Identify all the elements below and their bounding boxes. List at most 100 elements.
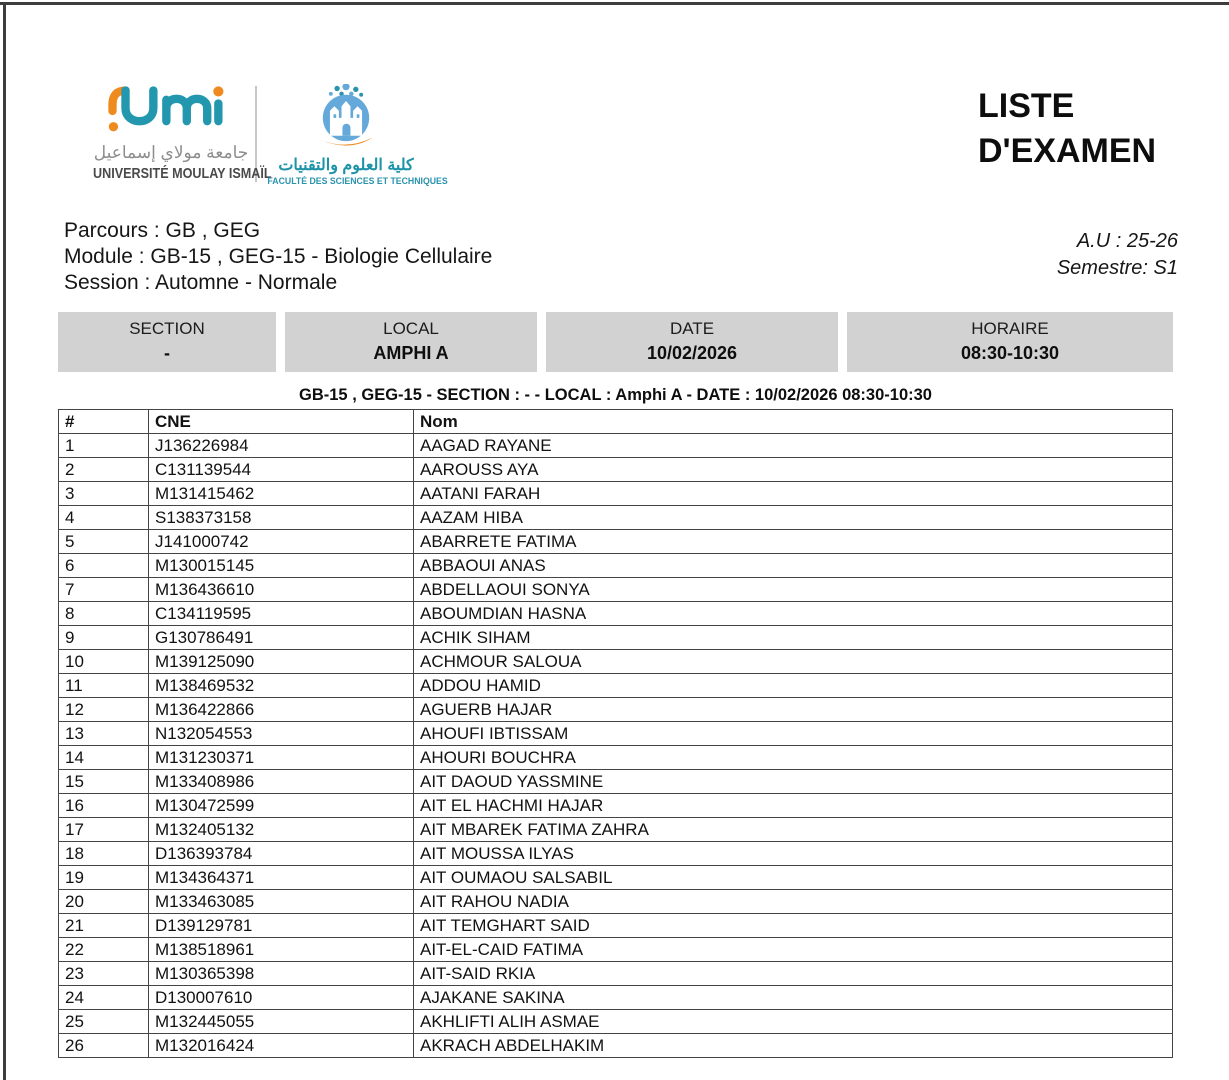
table-row: 18 D136393784 AIT MOUSSA ILYAS	[58, 841, 1173, 866]
header-cne: CNE	[148, 409, 414, 434]
exam-header-local: LOCAL AMPHI A	[285, 312, 537, 372]
cell-num: 5	[58, 529, 149, 554]
cell-num: 14	[58, 745, 149, 770]
cell-cne: M131230371	[148, 745, 414, 770]
exam-header-section: SECTION -	[58, 312, 276, 372]
table-row: 21 D139129781 AIT TEMGHART SAID	[58, 913, 1173, 938]
fst-arabic-name: كلية العلوم والتقنيات	[278, 157, 414, 174]
cell-nom: AIT MBAREK FATIMA ZAHRA	[413, 817, 1173, 842]
cell-nom: AHOUFI IBTISSAM	[413, 721, 1173, 746]
cell-num: 1	[58, 433, 149, 458]
cell-num: 20	[58, 889, 149, 914]
table-row: 8 C134119595 ABOUMDIAN HASNA	[58, 601, 1173, 626]
cell-cne: M133463085	[148, 889, 414, 914]
cell-num: 11	[58, 673, 149, 698]
table-row: 4 S138373158 AAZAM HIBA	[58, 505, 1173, 530]
table-row: 23 M130365398 AIT-SAID RKIA	[58, 961, 1173, 986]
cell-cne: M130472599	[148, 793, 414, 818]
table-row: 15 M133408986 AIT DAOUD YASSMINE	[58, 769, 1173, 794]
cell-num: 7	[58, 577, 149, 602]
cell-nom: AIT DAOUD YASSMINE	[413, 769, 1173, 794]
cell-num: 10	[58, 649, 149, 674]
table-row: 16 M130472599 AIT EL HACHMI HAJAR	[58, 793, 1173, 818]
logo-band: جامعة مولاي إسماعيل UNIVERSITÉ MOULAY IS…	[93, 83, 448, 186]
fst-logo: كلية العلوم والتقنيات FACULTÉ DES SCIENC…	[265, 83, 448, 186]
cell-num: 4	[58, 505, 149, 530]
cell-nom: AHOURI BOUCHRA	[413, 745, 1173, 770]
cell-num: 23	[58, 961, 149, 986]
cell-nom: ABBAOUI ANAS	[413, 553, 1173, 578]
cell-num: 13	[58, 721, 149, 746]
date-label: DATE	[669, 319, 715, 338]
table-row: 6 M130015145 ABBAOUI ANAS	[58, 553, 1173, 578]
umi-logo: جامعة مولاي إسماعيل UNIVERSITÉ MOULAY IS…	[93, 84, 272, 182]
table-row: 2 C131139544 AAROUSS AYA	[58, 457, 1173, 482]
table-row: 13 N132054553 AHOUFI IBTISSAM	[58, 721, 1173, 746]
logo-divider	[255, 86, 257, 182]
cell-nom: AKHLIFTI ALIH ASMAE	[413, 1009, 1173, 1034]
info-module: Module : GB-15 , GEG-15 - Biologie Cellu…	[64, 245, 493, 268]
cell-cne: M136436610	[148, 577, 414, 602]
cell-nom: AAGAD RAYANE	[413, 433, 1173, 458]
cell-num: 15	[58, 769, 149, 794]
table-row: 25 M132445055 AKHLIFTI ALIH ASMAE	[58, 1009, 1173, 1034]
cell-cne: M138469532	[148, 673, 414, 698]
local-value: AMPHI A	[373, 343, 449, 363]
cell-nom: AIT OUMAOU SALSABIL	[413, 865, 1173, 890]
umi-arabic-name: جامعة مولاي إسماعيل	[93, 143, 249, 162]
cell-cne: M136422866	[148, 697, 414, 722]
table-row: 12 M136422866 AGUERB HAJAR	[58, 697, 1173, 722]
section-label: SECTION	[129, 319, 205, 338]
date-value: 10/02/2026	[646, 343, 738, 363]
table-row: 22 M138518961 AIT-EL-CAID FATIMA	[58, 937, 1173, 962]
page-frame-top	[0, 2, 1229, 5]
cell-nom: AAZAM HIBA	[413, 505, 1173, 530]
cell-cne: M130365398	[148, 961, 414, 986]
table-row: 11 M138469532 ADDOU HAMID	[58, 673, 1173, 698]
exam-info: Parcours : GB , GEG Module : GB-15 , GEG…	[64, 218, 492, 296]
table-row: 10 M139125090 ACHMOUR SALOUA	[58, 649, 1173, 674]
fst-emblem-icon	[301, 83, 391, 154]
cell-num: 19	[58, 865, 149, 890]
cell-nom: AIT-SAID RKIA	[413, 961, 1173, 986]
cell-num: 12	[58, 697, 149, 722]
cell-nom: AJAKANE SAKINA	[413, 985, 1173, 1010]
cell-num: 22	[58, 937, 149, 962]
cell-nom: AIT MOUSSA ILYAS	[413, 841, 1173, 866]
table-row: 20 M133463085 AIT RAHOU NADIA	[58, 889, 1173, 914]
table-row: 7 M136436610 ABDELLAOUI SONYA	[58, 577, 1173, 602]
cell-num: 21	[58, 913, 149, 938]
horaire-value: 08:30-10:30	[960, 343, 1060, 363]
cell-nom: AATANI FARAH	[413, 481, 1173, 506]
table-row: 9 G130786491 ACHIK SIHAM	[58, 625, 1173, 650]
cell-cne: M134364371	[148, 865, 414, 890]
table-row: 1 J136226984 AAGAD RAYANE	[58, 433, 1173, 458]
students-table: # CNE Nom 1 J136226984 AAGAD RAYANE 2 C1…	[58, 409, 1173, 1058]
cell-nom: ABOUMDIAN HASNA	[413, 601, 1173, 626]
cell-num: 25	[58, 1009, 149, 1034]
info-annee-universitaire: A.U : 25-26	[1076, 230, 1178, 252]
cell-nom: AKRACH ABDELHAKIM	[413, 1033, 1173, 1058]
cell-nom: AIT EL HACHMI HAJAR	[413, 793, 1173, 818]
cell-cne: D130007610	[148, 985, 414, 1010]
cell-cne: C134119595	[148, 601, 414, 626]
table-row: 24 D130007610 AJAKANE SAKINA	[58, 985, 1173, 1010]
info-session: Session : Automne - Normale	[64, 271, 338, 294]
cell-nom: ACHMOUR SALOUA	[413, 649, 1173, 674]
horaire-label: HORAIRE	[971, 319, 1049, 338]
cell-nom: ABDELLAOUI SONYA	[413, 577, 1173, 602]
header-nom: Nom	[413, 409, 1173, 434]
cell-cne: S138373158	[148, 505, 414, 530]
cell-cne: G130786491	[148, 625, 414, 650]
document-title-line2: D'EXAMEN	[978, 132, 1157, 170]
students-table-body: 1 J136226984 AAGAD RAYANE 2 C131139544 A…	[58, 433, 1173, 1058]
umi-latin-name: UNIVERSITÉ MOULAY ISMAÏL	[93, 165, 272, 182]
cell-cne: M138518961	[148, 937, 414, 962]
table-row: 3 M131415462 AATANI FARAH	[58, 481, 1173, 506]
document-title: LISTE D'EXAMEN	[978, 84, 1156, 174]
cell-nom: AIT-EL-CAID FATIMA	[413, 937, 1173, 962]
cell-cne: J136226984	[148, 433, 414, 458]
info-parcours: Parcours : GB , GEG	[64, 219, 261, 242]
local-label: LOCAL	[383, 319, 439, 338]
section-summary-line: GB-15 , GEG-15 - SECTION : - - LOCAL : A…	[299, 386, 932, 404]
